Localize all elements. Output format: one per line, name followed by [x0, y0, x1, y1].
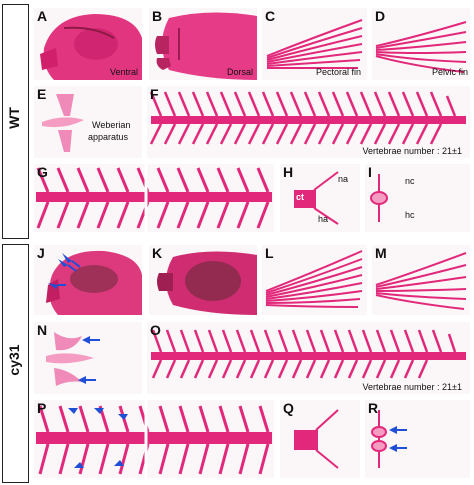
weberian-illustration — [42, 94, 84, 152]
panel-i-label-nc: nc — [405, 176, 415, 186]
panel-r-letter: R — [368, 400, 379, 416]
mutant-head-ventral-illustration — [46, 250, 142, 315]
mutant-vertebra-frontal-illustration — [371, 410, 407, 468]
panel-p-letter: P — [37, 400, 47, 416]
pelvic-fin-illustration — [375, 21, 467, 73]
panel-h-label-na: na — [338, 174, 349, 184]
vertebra-frontal-illustration — [370, 174, 388, 222]
vertebra-lateral-illustration — [294, 171, 339, 225]
mutant-weberian-illustration — [46, 332, 100, 386]
panel-e-caption-1: Weberian — [92, 120, 131, 130]
panel-g-vertebrae-closeup: G — [34, 164, 274, 232]
panel-m-mutant-pelvic-fin: M — [372, 245, 470, 315]
wt-group-frame — [2, 4, 29, 239]
panel-a-caption: Ventral — [109, 67, 138, 77]
panel-a-head-ventral: A Ventral — [34, 8, 142, 80]
panel-i-vertebra-frontal: I nc hc — [365, 164, 470, 232]
panel-r-mutant-vertebra-frontal: R — [365, 400, 470, 478]
vertebral-column-illustration — [149, 91, 466, 145]
mutant-pelvic-fin-illustration — [375, 252, 467, 310]
panel-i-label-hc: hc — [405, 210, 415, 220]
mutant-vertebra-lateral-illustration — [294, 409, 339, 469]
panel-e-weberian-apparatus: E Weberian apparatus — [34, 86, 142, 158]
panel-l-letter: L — [265, 245, 274, 261]
panel-h-label-ha: ha — [318, 214, 329, 224]
panel-l-mutant-pectoral-fin: L — [262, 245, 367, 315]
panel-n-mutant-weberian: N — [34, 322, 142, 394]
wt-group-label: WT — [6, 107, 22, 129]
mutant-pectoral-fin-illustration — [265, 250, 363, 308]
mutant-vertebrae-closeup-illustration — [36, 400, 272, 478]
panel-c-caption: Pectoral fin — [315, 67, 361, 77]
panel-f-letter: F — [150, 86, 159, 102]
panel-h-vertebra-lateral: H na ct ha — [280, 164, 360, 232]
panel-o-letter: O — [150, 322, 161, 338]
panel-h-letter: H — [283, 164, 294, 180]
panel-j-mutant-head-ventral: J — [34, 245, 142, 315]
panel-d-pelvic-fin: D Pelvic fin — [372, 8, 470, 80]
panel-k-letter: K — [152, 245, 163, 261]
mutant-vertebral-column-illustration — [151, 329, 466, 379]
panel-i-letter: I — [368, 164, 372, 180]
mutant-head-dorsal-illustration — [157, 251, 257, 315]
mutant-group-frame — [2, 244, 29, 483]
panel-o-mutant-vertebral-column: O Vertebrae number : 21±1 — [147, 322, 470, 394]
panel-c-pectoral-fin: C Pectoral fin — [262, 8, 367, 80]
panel-g-letter: G — [37, 164, 48, 180]
panel-m-letter: M — [375, 245, 387, 261]
panel-j-letter: J — [37, 245, 45, 261]
panel-d-caption: Pelvic fin — [431, 67, 468, 77]
panel-d-letter: D — [375, 8, 386, 24]
panel-b-caption: Dorsal — [226, 67, 253, 77]
vertebrae-closeup-illustration — [36, 164, 272, 232]
pectoral-fin-illustration — [266, 19, 363, 69]
panel-c-letter: C — [265, 8, 276, 24]
panel-b-head-dorsal: B Dorsal — [149, 8, 257, 80]
panel-f-vertebral-column: F Vertebrae number : 21±1 — [147, 86, 470, 158]
head-dorsal-illustration — [155, 12, 257, 80]
mutant-group-label: cy31 — [6, 344, 22, 376]
panel-n-letter: N — [37, 322, 48, 338]
head-ventral-illustration — [40, 14, 142, 80]
panel-k-mutant-head-dorsal: K — [149, 245, 257, 315]
panel-p-mutant-vertebrae-closeup: P — [34, 400, 274, 478]
panel-h-label-ct: ct — [296, 192, 305, 202]
panel-f-caption: Vertebrae number : 21±1 — [362, 146, 462, 156]
panel-a-letter: A — [37, 8, 48, 24]
panel-b-letter: B — [152, 8, 163, 24]
panel-q-letter: Q — [283, 400, 294, 416]
panel-q-mutant-vertebra-lateral: Q — [280, 400, 360, 478]
panel-e-caption-2: apparatus — [88, 132, 129, 142]
panel-e-letter: E — [37, 86, 47, 102]
panel-o-caption: Vertebrae number : 21±1 — [362, 382, 462, 392]
